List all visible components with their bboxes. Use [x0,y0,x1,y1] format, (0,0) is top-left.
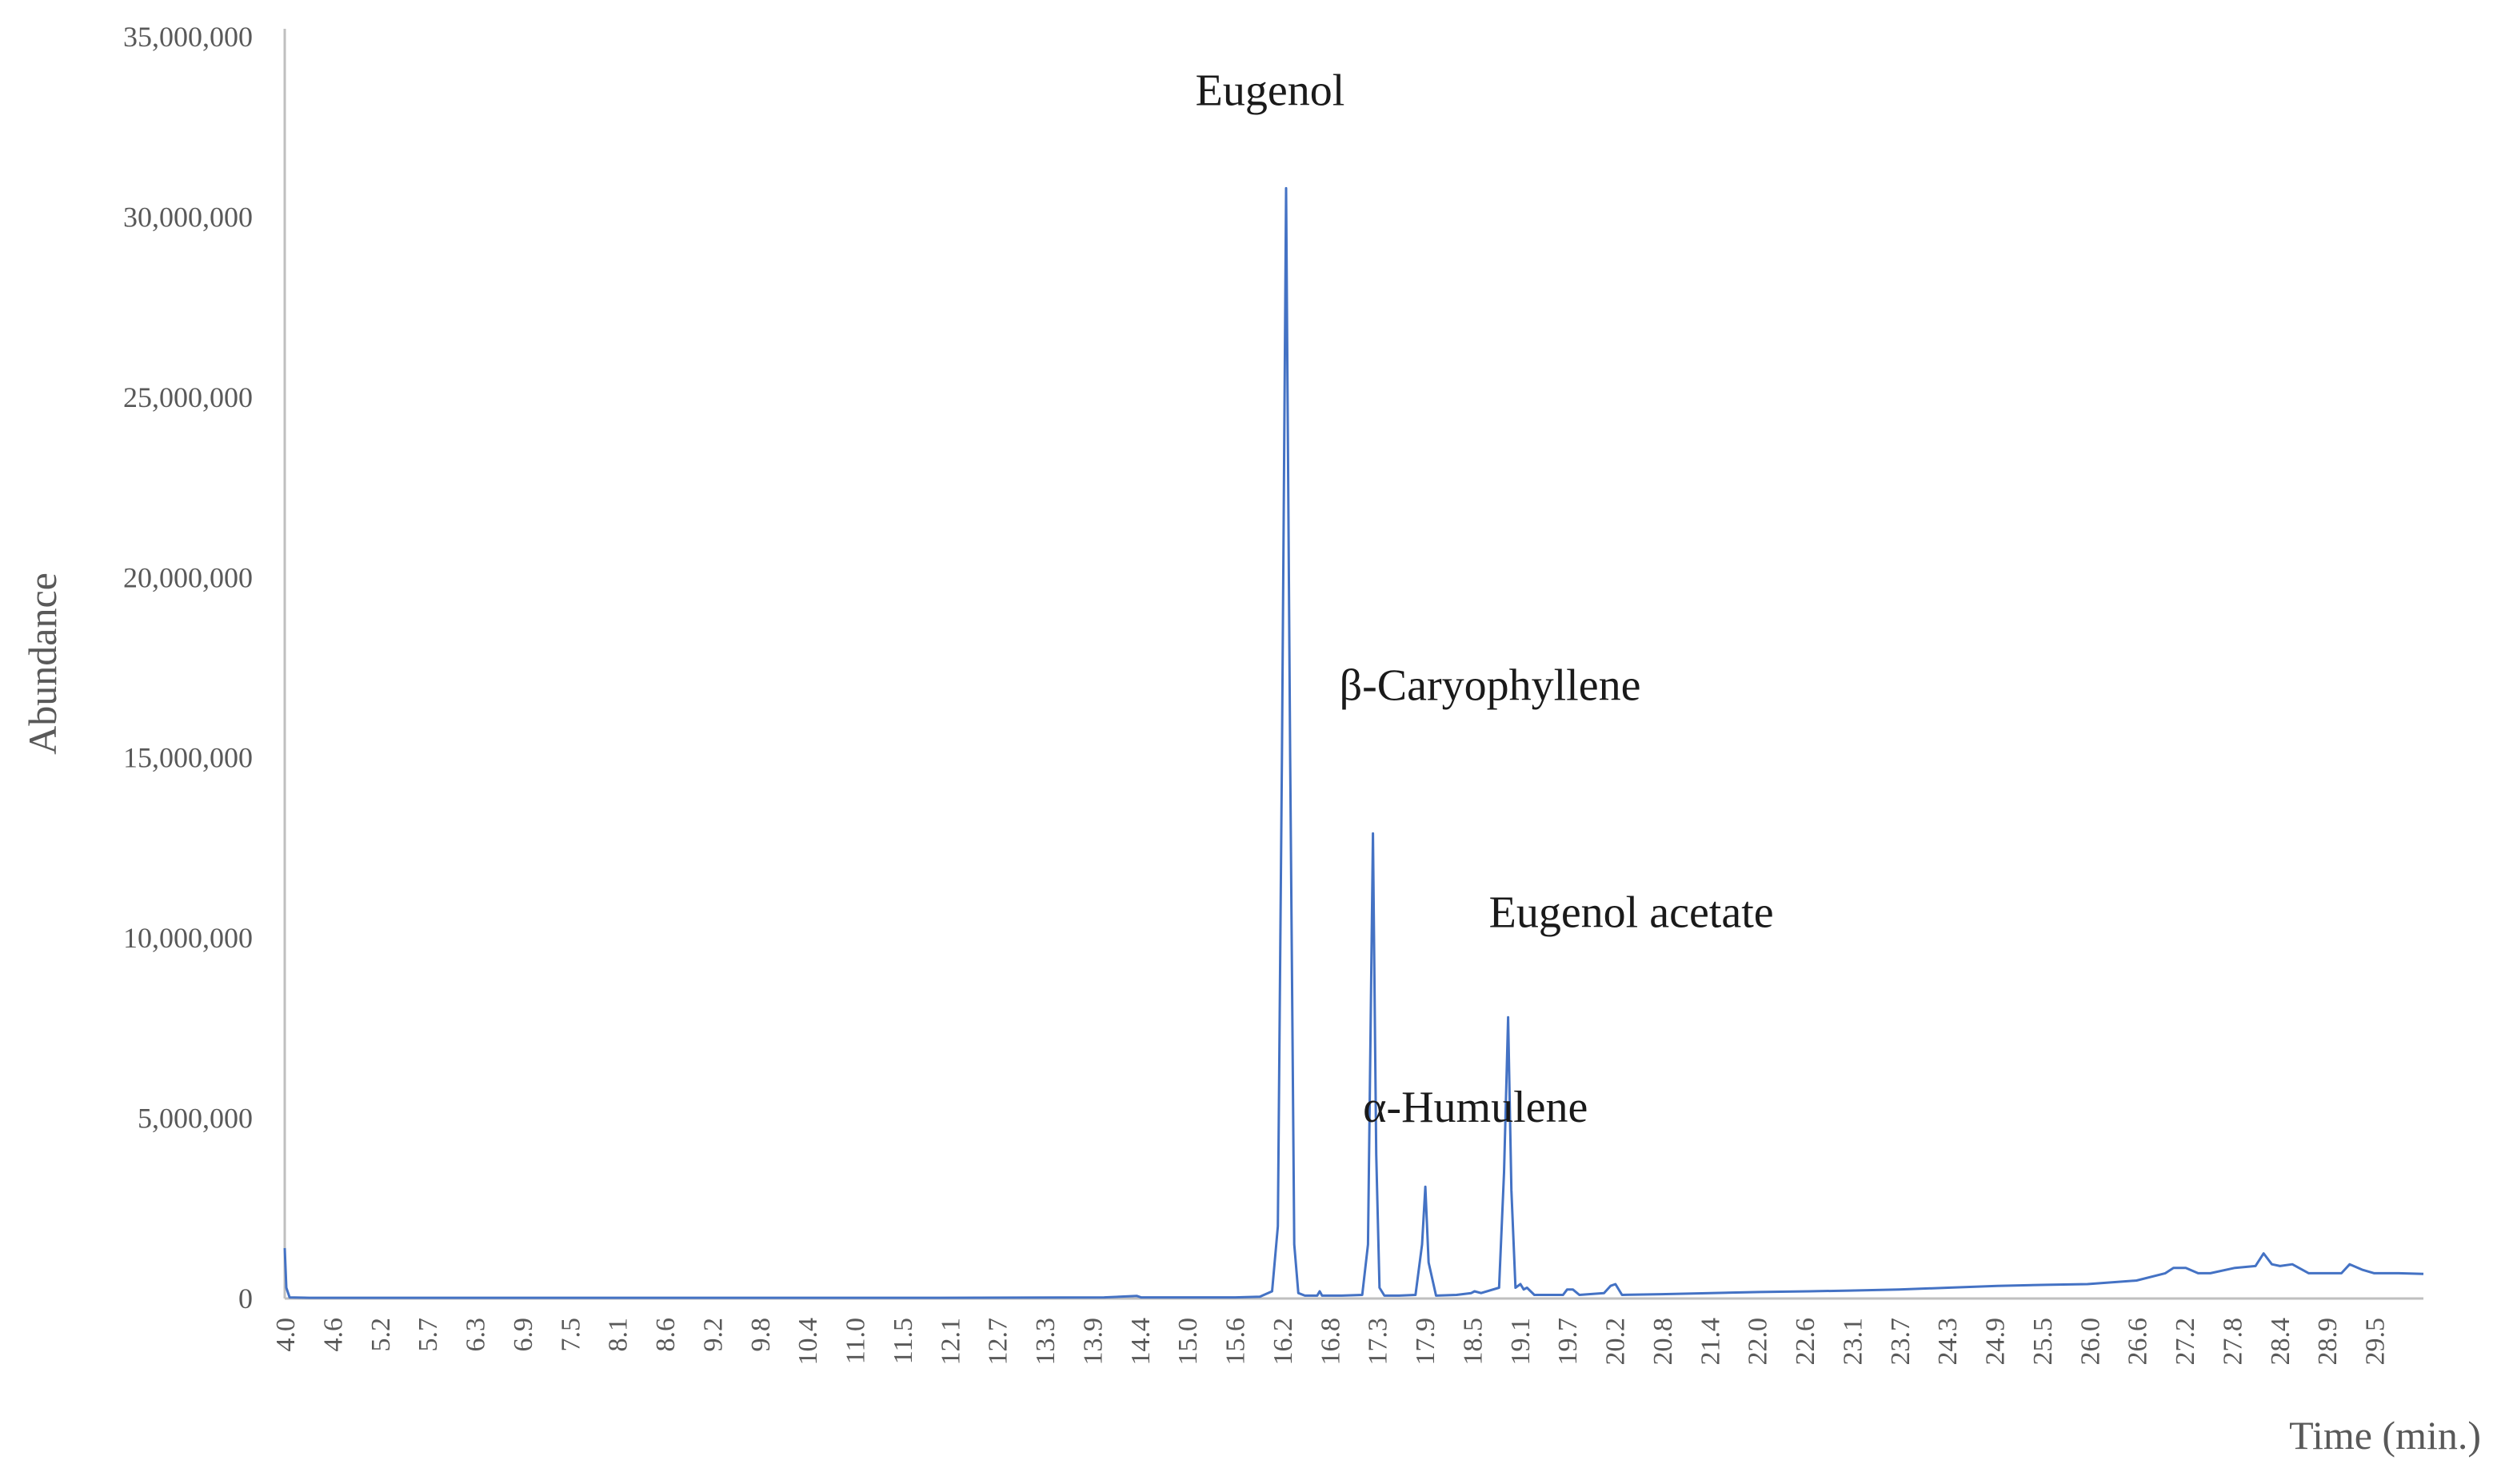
x-tick-label: 16.8 [1316,1318,1345,1366]
x-tick-label: 22.6 [1791,1318,1820,1366]
y-tick-label: 15,000,000 [123,742,253,774]
peak-label: α-Humulene [1363,1083,1588,1132]
x-tick-label: 19.7 [1553,1318,1583,1366]
x-tick-label: 24.9 [1981,1318,2011,1366]
y-tick-label: 10,000,000 [123,922,253,954]
x-tick-label: 15.0 [1173,1318,1203,1366]
y-tick-label: 0 [238,1283,253,1314]
x-tick-label: 11.5 [889,1318,918,1364]
x-tick-label: 21.4 [1696,1318,1725,1366]
x-tick-label: 7.5 [556,1318,585,1352]
x-tick-label: 13.9 [1078,1318,1108,1366]
x-tick-label: 26.0 [2076,1318,2105,1366]
chromatogram-line [283,186,2424,1299]
y-tick-label: 35,000,000 [123,21,253,53]
x-tick-label: 4.6 [318,1318,348,1352]
x-tick-label: 12.7 [984,1318,1013,1366]
x-tick-label: 9.2 [698,1318,728,1352]
peak-label: Eugenol [1196,66,1345,116]
x-tick-label: 13.3 [1031,1318,1061,1366]
x-tick-label: 8.6 [651,1318,681,1352]
x-tick-label: 9.8 [746,1318,776,1352]
x-axis-title: Time (min.) [2289,1413,2481,1458]
x-tick-label: 8.1 [604,1318,633,1352]
x-tick-label: 4.0 [271,1318,301,1352]
x-tick-label: 29.5 [2361,1318,2391,1366]
y-tick-label: 30,000,000 [123,201,253,233]
x-tick-label: 24.3 [1933,1318,1963,1366]
x-tick-label: 28.9 [2313,1318,2343,1366]
x-axis-ticks: 4.0 4.6 5.2 5.7 6.3 6.9 7.5 8.1 8.6 9.2 9.8 10.4 11.… [271,1318,2391,1366]
x-tick-label: 28.4 [2266,1318,2295,1366]
x-tick-label: 27.2 [2171,1318,2200,1366]
x-tick-label: 15.6 [1221,1318,1251,1366]
x-tick-label: 17.9 [1411,1318,1440,1366]
y-tick-label: 5,000,000 [138,1103,253,1135]
x-tick-label: 26.6 [2123,1318,2153,1366]
x-tick-label: 5.7 [414,1318,443,1352]
x-tick-label: 22.0 [1744,1318,1773,1366]
x-tick-label: 19.1 [1506,1318,1536,1366]
x-tick-label: 17.3 [1364,1318,1393,1366]
x-tick-label: 23.7 [1886,1318,1916,1366]
x-tick-label: 25.5 [2028,1318,2058,1366]
x-tick-label: 10.4 [793,1318,823,1366]
peak-annotations: Eugenol β-Caryophyllene Eugenol acetate α-H… [1196,66,1774,1132]
peak-label: β-Caryophyllene [1340,661,1641,711]
x-tick-label: 23.1 [1838,1318,1868,1366]
x-tick-label: 5.2 [366,1318,396,1352]
x-tick-label: 20.8 [1648,1318,1678,1366]
peak-label: Eugenol acetate [1489,888,1774,938]
x-tick-label: 18.5 [1458,1318,1488,1366]
y-axis-ticks: 0 5,000,000 10,000,000 15,000,000 20,000,000… [123,21,253,1314]
x-tick-label: 6.3 [461,1318,491,1352]
y-axis-title: Abundance [20,572,65,755]
x-tick-label: 20.2 [1601,1318,1631,1366]
y-tick-label: 20,000,000 [123,561,253,593]
x-tick-label: 27.8 [2218,1318,2247,1366]
x-tick-label: 12.1 [936,1318,965,1366]
x-tick-label: 14.4 [1126,1318,1156,1366]
x-tick-label: 6.9 [509,1318,538,1352]
x-tick-label: 16.2 [1268,1318,1298,1366]
x-tick-label: 11.0 [841,1318,871,1364]
y-tick-label: 25,000,000 [123,381,253,413]
